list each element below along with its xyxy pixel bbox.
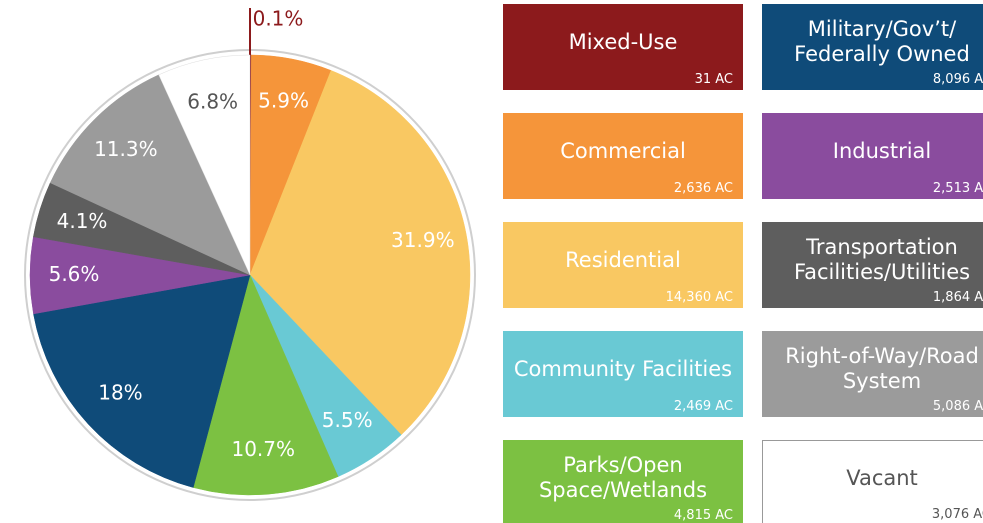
legend-tile: Residential 14,360 AC — [503, 222, 743, 308]
pie-slice — [49, 74, 251, 276]
slice-label: 5.6% — [49, 262, 100, 286]
legend-label: Commercial — [560, 138, 686, 163]
area-label: 2,636 AC — [673, 181, 733, 196]
legend-tile: Community Facilities 2,469 AC — [503, 331, 743, 417]
area-label: 2,469 AC — [673, 399, 733, 414]
pie-chart: 0.1% 5.9% 31.9% 5.5% 10.7% 18% 5.6% 4.1% 11.3% 6.… — [24, 7, 476, 501]
legend-tile: Military/Gov’t/ Federally Owned 8,096 AC — [762, 4, 983, 90]
pie-slice — [249, 70, 471, 436]
legend-label: Right-of-Way/Road System — [785, 344, 979, 393]
legend-label: Industrial — [832, 138, 932, 163]
slice-label: 10.7% — [231, 437, 295, 461]
slice-label: 4.1% — [57, 209, 108, 233]
area-label: 14,360 AC — [665, 290, 733, 305]
legend-tile: Transportation Facilities/Utilities 1,864… — [762, 222, 983, 308]
legend-tile: Parks/Open Space/Wetlands 4,815 AC — [503, 440, 743, 523]
legend-label: Mixed-Use — [568, 29, 678, 54]
area-label: 5,086 AC — [932, 399, 983, 414]
slice-label: 5.9% — [258, 89, 309, 113]
area-label: 4,815 AC — [673, 508, 733, 523]
slice-label: 0.1% — [253, 7, 304, 31]
area-label: 2,513 AC — [932, 181, 983, 196]
slice-label: 6.8% — [187, 90, 238, 114]
slice-label: 11.3% — [94, 137, 158, 161]
legend-tile: Vacant 3,076 AC — [762, 440, 983, 523]
legend-label: Community Facilities — [513, 356, 733, 381]
area-label: 1,864 AC — [932, 290, 983, 305]
pie-slice — [192, 274, 339, 496]
area-label: 8,096 AC — [932, 72, 983, 87]
legend-tile: Mixed-Use 31 AC — [503, 4, 743, 90]
slice-label: 31.9% — [391, 228, 455, 252]
slice-label: 18% — [98, 381, 142, 405]
legend-tile: Commercial 2,636 AC — [503, 113, 743, 199]
legend-label: Transportation Facilities/Utilities — [793, 235, 971, 284]
legend-label: Parks/Open Space/Wetlands — [538, 453, 708, 502]
legend-tile: Right-of-Way/Road System 5,086 AC — [762, 331, 983, 417]
legend-tile: Industrial 2,513 AC — [762, 113, 983, 199]
area-label: 31 AC — [694, 72, 733, 87]
pie-slice — [33, 274, 251, 488]
area-label: 3,076 AC — [931, 507, 983, 522]
pie-slice — [158, 54, 251, 276]
legend-label: Residential — [565, 247, 681, 272]
legend-label: Vacant — [846, 465, 918, 490]
slice-label: 5.5% — [322, 408, 373, 432]
legend-label: Military/Gov’t/ Federally Owned — [794, 17, 970, 66]
